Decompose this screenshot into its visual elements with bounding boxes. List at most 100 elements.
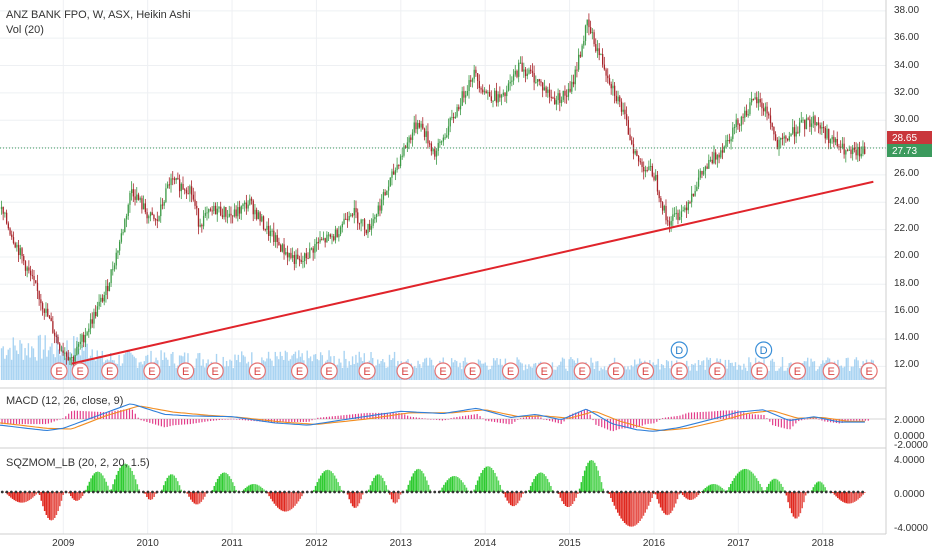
sqz-dot <box>201 490 204 494</box>
trendline[interactable] <box>71 180 874 365</box>
candle-body <box>408 137 410 143</box>
macd-hist-bar <box>641 419 643 426</box>
candle-body <box>338 234 340 238</box>
candle-body <box>816 122 818 126</box>
candle-body <box>122 232 124 234</box>
candle-body <box>129 193 131 205</box>
candle-body <box>319 239 321 243</box>
sqz-dot <box>615 490 619 494</box>
candle-body <box>264 229 266 231</box>
macd-hist-bar <box>276 419 278 423</box>
sqz-bar <box>321 473 324 492</box>
candle-body <box>559 93 561 103</box>
earnings-marker-letter: E <box>714 366 721 378</box>
sqz-bar <box>661 492 664 511</box>
sqz-bar <box>326 469 329 492</box>
macd-hist-bar <box>314 418 316 420</box>
sqz-bar <box>649 492 652 502</box>
sqz-bar <box>796 492 798 519</box>
candle-body <box>552 97 554 99</box>
sqz-bar <box>699 492 701 494</box>
candle-body <box>180 183 182 192</box>
sqz-bar <box>713 484 715 492</box>
volume-bar <box>429 357 431 380</box>
sqz-bar <box>578 488 581 492</box>
macd-hist-bar <box>195 419 197 424</box>
macd-hist-bar <box>783 419 785 429</box>
volume-bar <box>598 370 601 380</box>
volume-bar <box>555 369 557 380</box>
candle-body <box>266 225 268 230</box>
sqz-bar <box>742 469 744 492</box>
candle-body <box>846 150 849 152</box>
sqz-dot <box>815 490 819 494</box>
sqz-bar <box>759 483 761 492</box>
candle-body <box>658 191 660 199</box>
volume-bar <box>634 359 636 380</box>
sqz-bar <box>494 472 496 492</box>
sqz-bar <box>13 492 16 501</box>
volume-bar <box>356 362 359 380</box>
sqz-dot <box>838 490 842 494</box>
sqz-dot <box>647 490 651 494</box>
sqz-dot <box>551 490 555 494</box>
candle-body <box>331 236 333 238</box>
macd-hist-bar <box>30 419 32 425</box>
volume-bar <box>314 354 317 380</box>
volume-bar <box>9 347 11 380</box>
sqz-bar <box>726 490 729 492</box>
candle-body <box>785 136 787 139</box>
sqz-bar <box>531 482 534 492</box>
sqz-bar <box>407 484 410 492</box>
volume-bar <box>14 345 16 380</box>
sqz-dot <box>0 490 4 494</box>
candle-body <box>107 285 109 292</box>
sqz-bar <box>623 492 626 523</box>
earnings-marker <box>463 362 482 380</box>
volume-bar <box>173 363 176 380</box>
volume-bar <box>377 359 379 380</box>
candle-body <box>77 344 80 347</box>
volume-bar <box>780 366 782 380</box>
sqz-bar <box>482 470 484 492</box>
candle-body <box>725 140 727 147</box>
sqz-bar <box>248 485 250 492</box>
macd-hist-bar <box>409 416 412 419</box>
sqz-dot <box>446 490 450 494</box>
candle-body <box>50 318 52 322</box>
sqz-dot <box>852 490 855 494</box>
volume-bar <box>388 354 391 380</box>
macd-hist-bar <box>4 419 6 425</box>
candle-body <box>661 202 664 211</box>
grid <box>0 0 886 534</box>
sqz-bar <box>634 492 636 526</box>
candle-body <box>314 244 316 253</box>
volume-bar <box>847 357 849 380</box>
candle-body <box>773 126 775 135</box>
sqz-bar <box>448 478 450 492</box>
sqz-dot <box>233 490 236 494</box>
candle-body <box>476 73 479 81</box>
volume-bar <box>121 363 124 380</box>
earnings-marker-letter: E <box>541 366 548 378</box>
candle-body <box>211 210 213 212</box>
sqz-dot <box>296 490 300 494</box>
candle-body <box>684 207 686 211</box>
sqz-bar <box>426 480 428 492</box>
candle-body <box>451 117 453 119</box>
sqz-dot <box>337 490 341 494</box>
sqz-bar <box>45 492 48 516</box>
candle-body <box>394 170 397 175</box>
sqz-dot <box>419 490 423 494</box>
candle-body <box>444 137 446 139</box>
volume-bar <box>51 343 53 380</box>
sqz-dot <box>387 490 391 494</box>
price-tick: 22.00 <box>894 223 919 234</box>
candle-body <box>245 202 248 209</box>
macd-hist-bar <box>415 417 417 419</box>
sqz-dot <box>242 490 245 494</box>
candle-body <box>459 105 462 110</box>
sqz-bar <box>620 492 622 519</box>
macd-hist-bar <box>702 411 704 419</box>
macd-hist-bar <box>401 413 403 419</box>
